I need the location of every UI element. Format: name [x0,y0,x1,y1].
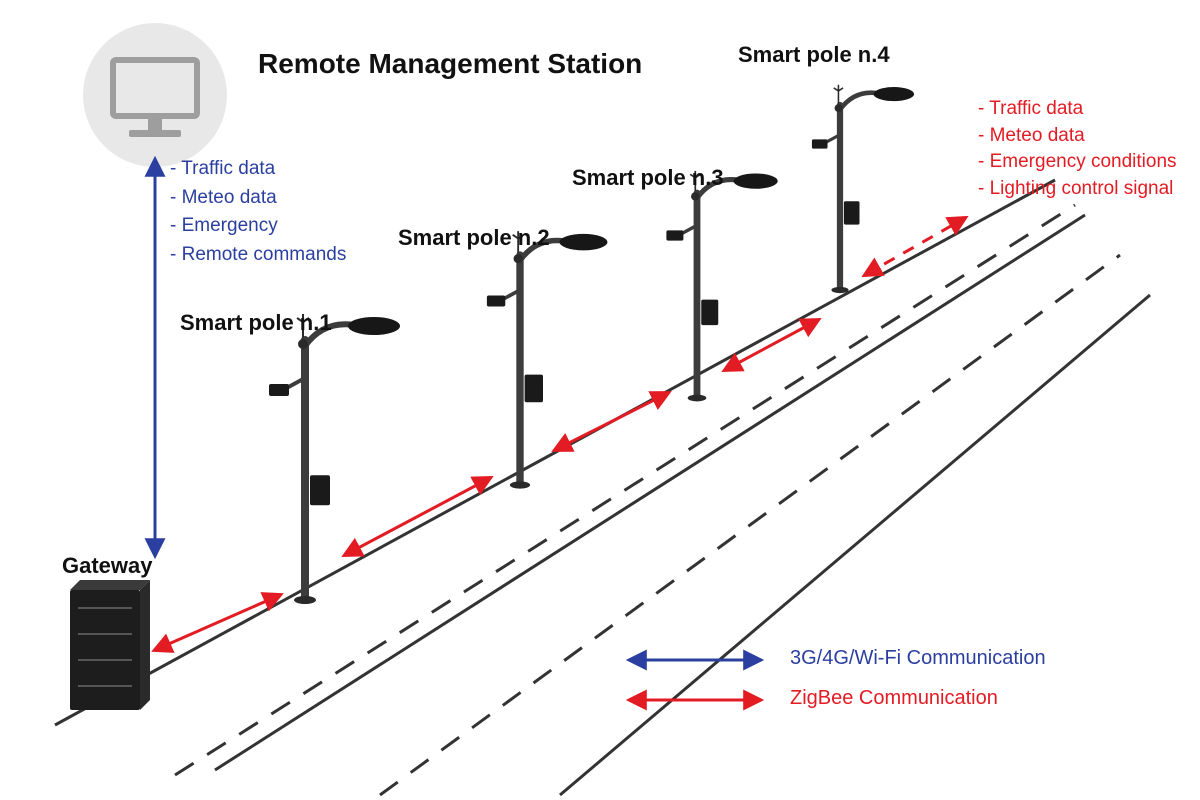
smart-pole-2 [487,231,608,489]
road-edge [560,295,1150,795]
pole-label-1: Smart pole n.1 [180,310,332,336]
uplink-data-list: - Traffic data- Meteo data- Emergency- R… [170,155,346,269]
road-lane-dash [380,255,1120,795]
mesh-item: - Meteo data [978,123,1177,150]
pole-label-3: Smart pole n.3 [572,165,724,191]
uplink-item: - Traffic data [170,155,346,184]
zigbee-arrow-1 [155,595,280,650]
zigbee-arrow-5 [865,218,965,275]
mesh-data-list: - Traffic data- Meteo data- Emergency co… [978,96,1177,202]
zigbee-arrow-4 [725,320,818,370]
pole-label-2: Smart pole n.2 [398,225,550,251]
mesh-item: - Traffic data [978,96,1177,123]
uplink-item: - Emergency [170,212,346,241]
gateway-label: Gateway [62,553,153,579]
uplink-item: - Remote commands [170,241,346,270]
mesh-item: - Emergency conditions [978,149,1177,176]
monitor-icon-bg [83,23,227,167]
diagram-canvas: { "type": "network-infographic", "canvas… [0,0,1200,800]
legend-blue-label: 3G/4G/Wi-Fi Communication [790,647,1046,670]
smart-pole-4 [812,85,914,293]
zigbee-arrow-3 [555,393,668,450]
diagram-title: Remote Management Station [258,48,642,80]
smart-pole-1 [269,314,400,604]
smart-pole-3 [666,171,777,402]
pole-label-4: Smart pole n.4 [738,42,890,68]
zigbee-arrow-2 [345,478,490,555]
gateway-icon [70,580,150,710]
uplink-item: - Meteo data [170,184,346,213]
mesh-item: - Lighting control signal [978,176,1177,203]
legend-red-label: ZigBee Communication [790,687,998,710]
